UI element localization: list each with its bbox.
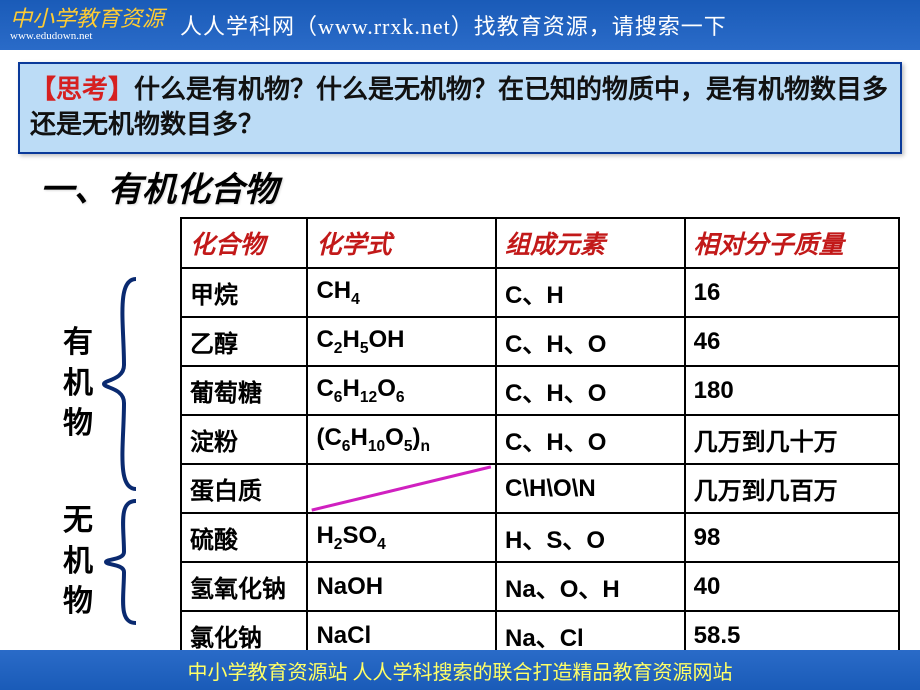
side-labels: 有机物 无机物 [60,217,180,661]
table-row: 蛋白质 C\H\O\N几万到几百万 [181,464,899,513]
cell-formula: (C6H10O5)n [307,415,496,464]
th-name: 化合物 [181,218,307,268]
table-row: 淀粉(C6H10O5)nC、H、O几万到几十万 [181,415,899,464]
footer: 中小学教育资源站 人人学科搜索的联合打造精品教育资源网站 [0,650,920,690]
table-header-row: 化合物 化学式 组成元素 相对分子质量 [181,218,899,268]
cell-name: 葡萄糖 [181,366,307,415]
table-row: 氢氧化钠NaOHNa、O、H40 [181,562,899,611]
diagonal-line-icon [308,465,495,512]
cell-elements: C、H [496,268,685,317]
cell-mass: 40 [685,562,899,611]
cell-formula: H2SO4 [307,513,496,562]
side-group-organic: 有机物 [60,275,142,493]
logo-sub: www.edudown.net [10,30,180,42]
cell-mass: 16 [685,268,899,317]
cell-elements: H、S、O [496,513,685,562]
table-body: 甲烷CH4C、H16乙醇C2H5OHC、H、O46葡萄糖C6H12O6C、H、O… [181,268,899,660]
question-body: 什么是有机物？什么是无机物？在已知的物质中，是有机物数目多还是无机物数目多？ [30,75,888,139]
cell-name: 淀粉 [181,415,307,464]
cell-mass: 98 [685,513,899,562]
cell-mass: 46 [685,317,899,366]
cell-name: 氢氧化钠 [181,562,307,611]
logo: 中小学教育资源 www.edudown.net [10,8,180,42]
brace-inorganic-icon [96,497,142,627]
brace-organic-icon [96,275,142,493]
th-elements: 组成元素 [496,218,685,268]
label-inorganic: 无机物 [60,501,96,623]
cell-formula [307,464,496,513]
table-row: 乙醇C2H5OHC、H、O46 [181,317,899,366]
topbar: 中小学教育资源 www.edudown.net 人人学科网（www.rrxk.n… [0,0,920,50]
cell-formula: CH4 [307,268,496,317]
th-mass: 相对分子质量 [685,218,899,268]
cell-elements: Na、O、H [496,562,685,611]
question-tag: 【思考】 [30,75,134,104]
label-organic: 有机物 [60,323,96,445]
content-wrap: 有机物 无机物 化合物 化学式 组成元素 相对分子质量 甲烷CH4C、H16乙醇… [60,217,920,661]
cell-name: 甲烷 [181,268,307,317]
cell-formula: NaOH [307,562,496,611]
cell-name: 乙醇 [181,317,307,366]
cell-name: 硫酸 [181,513,307,562]
question-box: 【思考】什么是有机物？什么是无机物？在已知的物质中，是有机物数目多还是无机物数目… [18,62,902,154]
cell-formula: C6H12O6 [307,366,496,415]
compound-table: 化合物 化学式 组成元素 相对分子质量 甲烷CH4C、H16乙醇C2H5OHC、… [180,217,900,661]
cell-elements: C\H\O\N [496,464,685,513]
logo-main: 中小学教育资源 [10,8,180,30]
cell-mass: 180 [685,366,899,415]
cell-elements: C、H、O [496,317,685,366]
cell-mass: 几万到几百万 [685,464,899,513]
table-row: 甲烷CH4C、H16 [181,268,899,317]
table-row: 硫酸H2SO4H、S、O98 [181,513,899,562]
cell-mass: 几万到几十万 [685,415,899,464]
cell-formula: C2H5OH [307,317,496,366]
section-title: 一、有机化合物 [40,162,920,211]
th-formula: 化学式 [307,218,496,268]
cell-elements: C、H、O [496,366,685,415]
cell-elements: C、H、O [496,415,685,464]
table-row: 葡萄糖C6H12O6C、H、O180 [181,366,899,415]
side-group-inorganic: 无机物 [60,497,142,627]
topbar-text: 人人学科网（www.rrxk.net）找教育资源，请搜索一下 [180,9,727,41]
cell-name: 蛋白质 [181,464,307,513]
